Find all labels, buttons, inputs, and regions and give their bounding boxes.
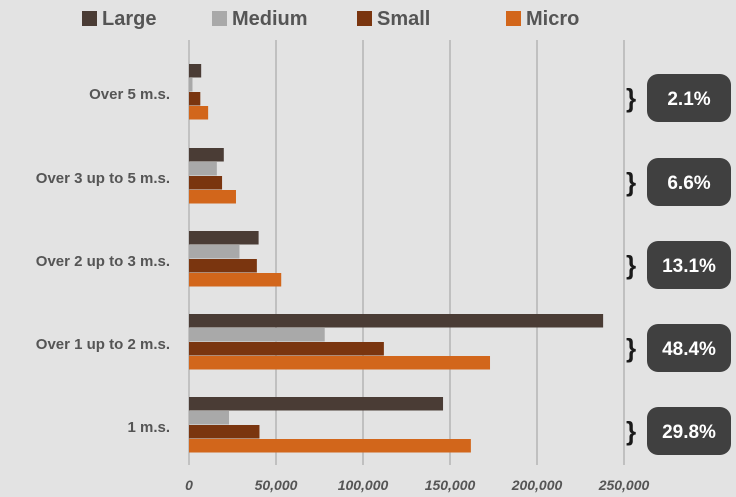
chart-legend: Large Medium Small Micro <box>82 8 579 30</box>
legend-label-micro: Micro <box>526 8 579 30</box>
share-badge <box>647 74 731 122</box>
x-tick-label: 200,000 <box>511 477 563 493</box>
category-labels: Over 5 m.s. Over 3 up to 5 m.s. Over 2 up … <box>36 86 170 436</box>
bar-small-4 <box>189 342 384 356</box>
bar-large-5 <box>189 397 444 411</box>
bar-large-1 <box>189 64 202 78</box>
bar-micro-1 <box>189 106 209 120</box>
x-axis-tick-labels: 0 50,000 100,000 150,000 200,000 250,000 <box>185 477 649 493</box>
bar-medium-5 <box>189 411 230 425</box>
bar-medium-2 <box>189 162 217 176</box>
bar-large-3 <box>189 231 259 245</box>
share-badge <box>647 241 731 289</box>
category-label: Over 5 m.s. <box>89 86 170 103</box>
brace-icon: } <box>626 250 636 280</box>
bar-micro-5 <box>189 439 471 453</box>
share-badge-value: 48.4% <box>662 339 716 360</box>
bar-small-1 <box>189 92 201 106</box>
category-label: 1 m.s. <box>127 419 170 436</box>
brace-icon: } <box>626 333 636 363</box>
bar-small-3 <box>189 259 257 273</box>
category-label: Over 3 up to 5 m.s. <box>36 170 170 187</box>
share-badge-value: 13.1% <box>662 256 716 277</box>
legend-label-small: Small <box>377 8 430 30</box>
x-tick-label: 100,000 <box>338 477 389 493</box>
x-tick-label: 50,000 <box>255 477 298 493</box>
x-tick-label: 250,000 <box>598 477 650 493</box>
category-label: Over 2 up to 3 m.s. <box>36 253 170 270</box>
bar-micro-2 <box>189 190 236 204</box>
share-badges: } 2.1%} 6.6%} 13.1%} 48.4%} 29.8% <box>626 74 731 455</box>
brace-icon: } <box>626 416 636 446</box>
brace-icon: } <box>626 167 636 197</box>
bar-small-2 <box>189 176 223 190</box>
share-badge-value: 2.1% <box>667 89 710 110</box>
bar-small-5 <box>189 425 260 439</box>
legend-swatch-large <box>82 11 97 26</box>
bar-micro-3 <box>189 273 282 287</box>
x-tick-label: 150,000 <box>425 477 476 493</box>
share-badge-value: 6.6% <box>667 173 710 194</box>
bar-large-2 <box>189 148 224 162</box>
legend-label-large: Large <box>102 8 156 30</box>
x-tick-label: 0 <box>185 477 193 493</box>
share-badge-value: 29.8% <box>662 422 716 443</box>
legend-swatch-micro <box>506 11 521 26</box>
brace-icon: } <box>626 83 636 113</box>
legend-swatch-medium <box>212 11 227 26</box>
bar-large-4 <box>189 314 604 328</box>
bar-medium-4 <box>189 328 325 342</box>
bar-medium-1 <box>189 78 193 92</box>
legend-label-medium: Medium <box>232 8 308 30</box>
bar-micro-4 <box>189 356 491 370</box>
category-label: Over 1 up to 2 m.s. <box>36 336 170 353</box>
share-badge <box>647 158 731 206</box>
share-badge <box>647 407 731 455</box>
legend-swatch-small <box>357 11 372 26</box>
chart-gridlines <box>188 40 625 465</box>
share-badge <box>647 324 731 372</box>
bar-medium-3 <box>189 245 240 259</box>
chart-bars <box>189 64 604 453</box>
